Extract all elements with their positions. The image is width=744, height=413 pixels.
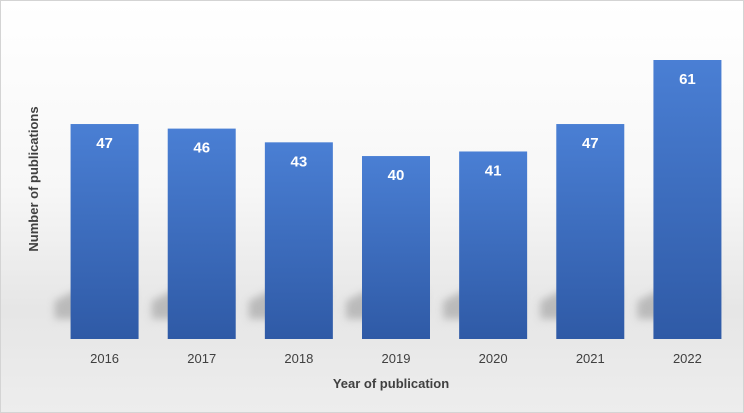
data-label-2018: 43 xyxy=(291,153,308,170)
x-tick-label-2018: 2018 xyxy=(284,351,313,366)
bar-2017 xyxy=(167,128,236,339)
x-tick-label-2021: 2021 xyxy=(576,351,605,366)
bar-2016 xyxy=(70,124,139,340)
bar-2022 xyxy=(653,60,722,339)
x-axis-title: Year of publication xyxy=(333,376,449,391)
bar-2020 xyxy=(459,151,528,339)
data-label-2019: 40 xyxy=(388,167,405,184)
bar-2021 xyxy=(556,124,625,340)
x-tick-label-2022: 2022 xyxy=(673,351,702,366)
x-tick-label-2016: 2016 xyxy=(90,351,119,366)
x-tick-label-2017: 2017 xyxy=(187,351,216,366)
data-label-2020: 41 xyxy=(485,162,502,179)
data-label-2022: 61 xyxy=(679,71,696,88)
x-axis-ticks: 2016 2017 2018 2019 2020 2021 2022 xyxy=(90,351,702,366)
bar-2019 xyxy=(362,156,430,339)
data-label-2017: 46 xyxy=(193,140,210,157)
bars xyxy=(70,60,722,340)
bar-2018 xyxy=(264,142,333,339)
data-label-2021: 47 xyxy=(582,135,599,152)
y-axis-title: Number of publications xyxy=(26,106,41,251)
x-tick-label-2019: 2019 xyxy=(382,351,411,366)
x-tick-label-2020: 2020 xyxy=(479,351,508,366)
data-labels: 47 46 43 40 41 47 61 xyxy=(96,71,696,184)
data-label-2016: 47 xyxy=(96,135,113,152)
